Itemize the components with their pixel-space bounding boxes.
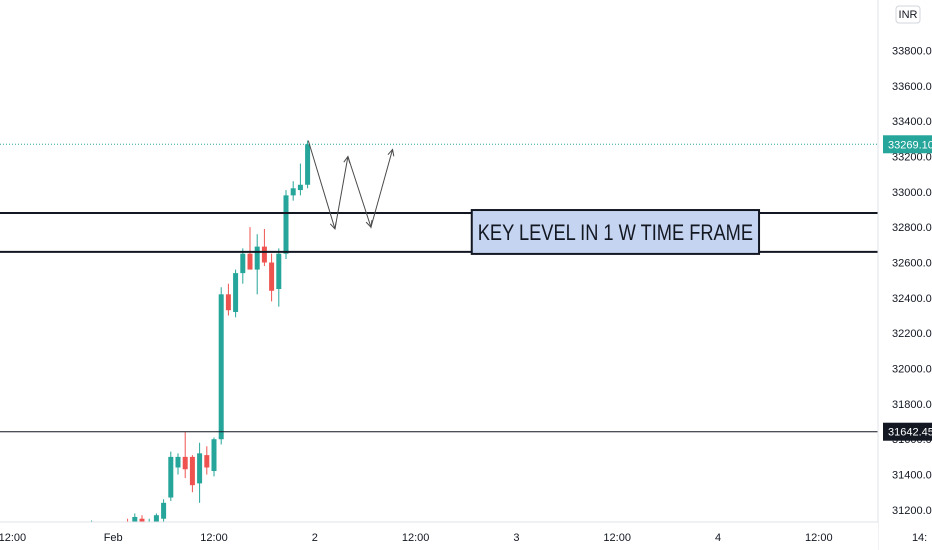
candle-body [240,253,246,274]
candle-body [168,456,174,498]
current-price-label: 33269.10 [888,139,932,151]
candle-body [233,273,239,312]
arrow-head-icon [387,148,395,157]
x-tick-label: 12:00 [805,532,833,544]
candle-body [276,253,282,290]
arrow-head-icon [343,155,351,164]
y-tick-label: 31800.00 [892,399,932,411]
x-tick-label: 14: [912,532,927,544]
annotation-text: KEY LEVEL IN 1 W TIME FRAME [478,220,753,245]
x-tick-label: Feb [104,532,123,544]
candle-body [290,188,296,196]
currency-label: INR [899,9,918,21]
candle-body [189,456,195,486]
candle-body [269,262,275,291]
candle-body [153,515,159,526]
y-tick-label: 31400.00 [892,470,932,482]
y-tick-label: 31200.00 [892,505,932,517]
level-price-badge [883,422,932,441]
candle-body [182,456,188,470]
y-tick-label: 33800.00 [892,45,932,57]
candle-body [197,453,203,484]
candle-body [218,294,224,440]
y-tick-label: 32200.00 [892,328,932,340]
level-price-label: 31642.45 [888,427,932,439]
candle-body [283,195,289,254]
y-tick-label: 32600.00 [892,258,932,270]
x-tick-label: 12:00 [402,532,430,544]
x-tick-label: 12:00 [0,532,26,544]
annotation-box[interactable] [470,209,761,255]
x-tick-label: 4 [715,532,721,544]
arrow-head-icon [329,221,337,231]
x-tick-label: 2 [312,532,318,544]
price-axis[interactable] [878,0,932,550]
candle-body [261,246,267,263]
arrow-head-icon [365,220,373,229]
x-tick-label: 12:00 [200,532,228,544]
x-tick-label: 12:00 [603,532,631,544]
y-tick-label: 32000.00 [892,364,932,376]
y-tick-label: 32400.00 [892,293,932,305]
candle-body [175,456,181,468]
candle-body [225,294,231,311]
time-axis[interactable] [0,522,878,550]
y-tick-label: 32800.00 [892,222,932,234]
candle-body [247,253,253,270]
candle-body [204,455,210,468]
candle-body [211,439,217,472]
y-tick-label: 33000.00 [892,187,932,199]
y-tick-label: 33600.00 [892,81,932,93]
plot-area[interactable] [0,0,878,522]
x-tick-label: 3 [513,532,519,544]
candle-body [305,144,311,185]
candle-body [254,246,260,270]
y-tick-label: 33200.00 [892,151,932,163]
candle-body [161,502,167,519]
candle-body [297,184,303,191]
currency-badge[interactable] [895,5,921,24]
y-tick-label: 33400.00 [892,116,932,128]
current-price-badge [883,135,932,154]
